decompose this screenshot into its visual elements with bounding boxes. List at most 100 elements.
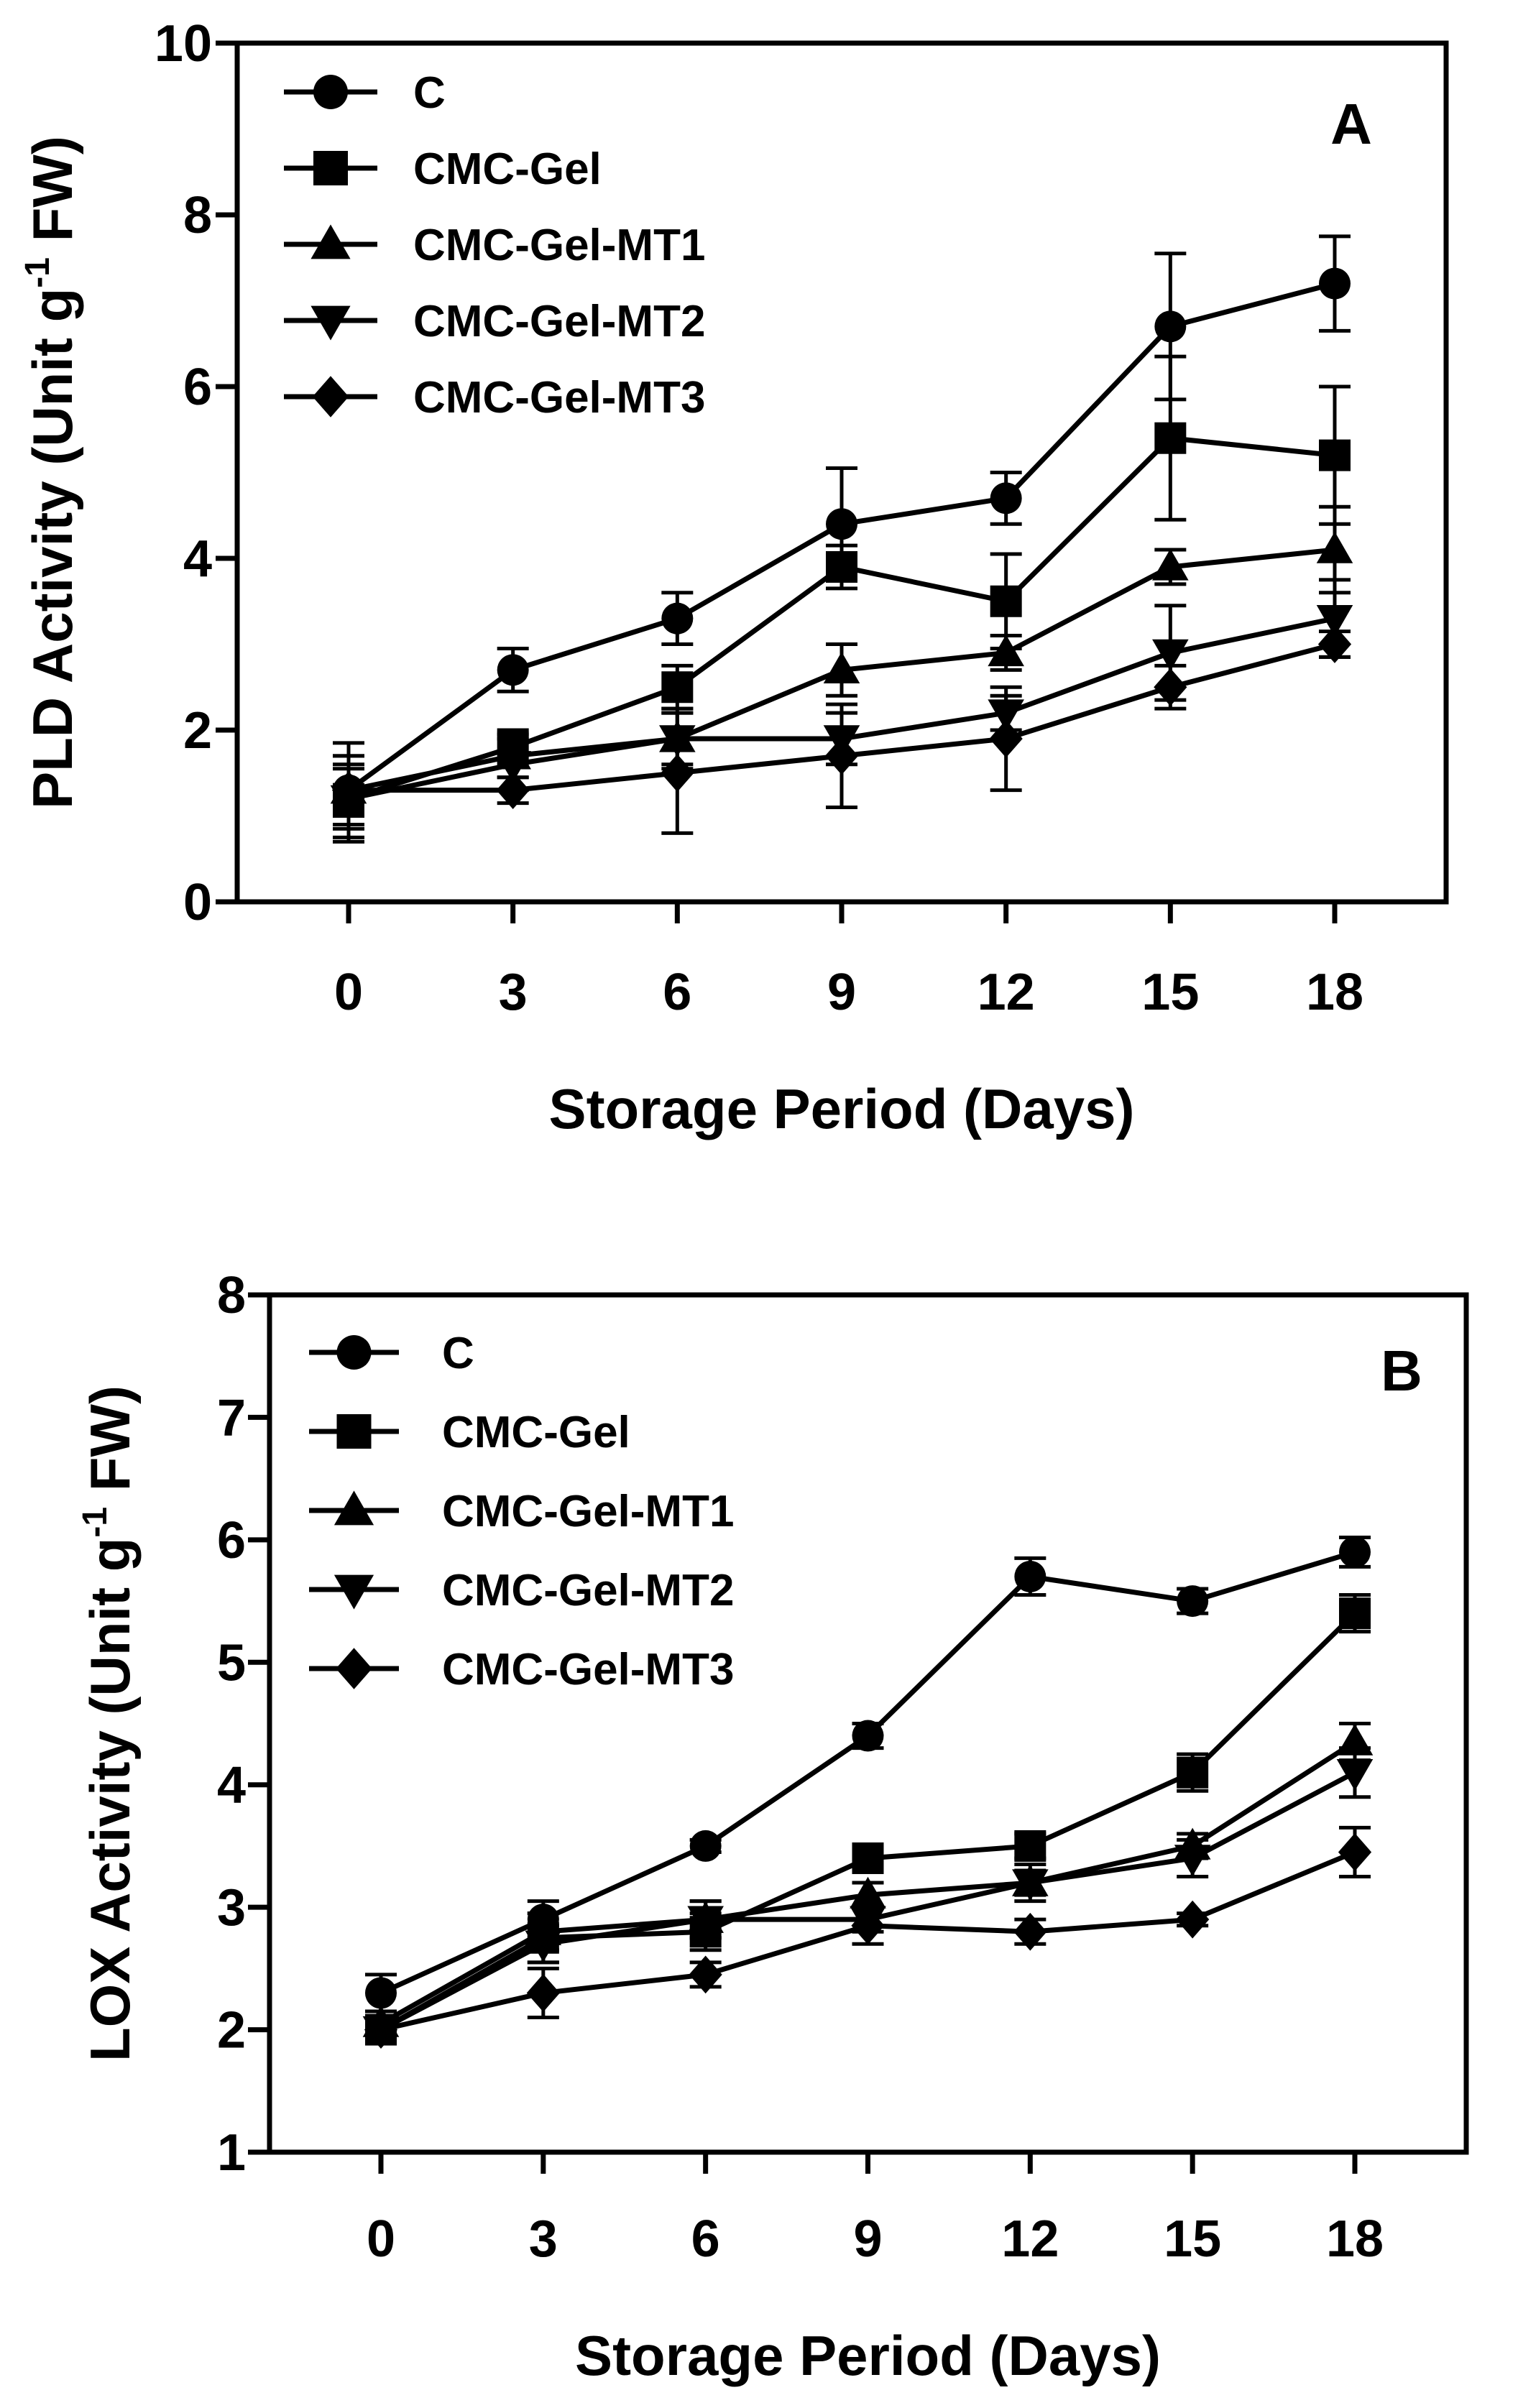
legend-label-cmc-gel-mt1: CMC-Gel-MT1 [413,221,705,270]
series-cmc-gel-mt3 [364,1825,1372,2049]
data-point-cmc-gel-mt3 [1154,668,1187,706]
data-point-cmc-gel [1339,1597,1371,1630]
data-point-c [365,1977,397,2009]
y-tick-label: 0 [183,874,212,931]
data-point-cmc-gel-mt2 [525,1930,562,1962]
x-tick-label: 0 [367,2210,395,2268]
data-point-cmc-gel-mt2 [1152,639,1189,671]
data-point-cmc-gel-mt3 [851,1906,885,1945]
x-tick-label: 3 [499,964,528,1021]
series-cmc-gel-mt3 [331,625,1352,835]
series-cmc-gel-mt1 [362,1722,1374,2038]
data-point-c [852,1720,884,1752]
x-tick-label: 9 [827,964,856,1021]
legend-label-cmc-gel-mt1: CMC-Gel-MT1 [442,1487,734,1536]
data-point-cmc-gel-mt3 [989,719,1023,758]
panel-b-x-axis-title: Storage Period (Days) [575,2324,1161,2387]
x-tick-label: 12 [978,964,1035,1021]
y-tick-label: 2 [217,2002,246,2059]
data-point-cmc-gel-mt3 [1176,1900,1210,1939]
data-point-c [1319,267,1351,300]
legend-marker-cmc-gel-mt2 [310,305,351,341]
x-tick-label: 6 [691,2210,720,2268]
x-tick-label: 12 [1001,2210,1059,2268]
data-point-cmc-gel-mt3 [364,2011,398,2049]
data-point-cmc-gel-mt1 [850,1876,886,1909]
y-tick-label: 4 [183,530,212,588]
data-point-c [1339,1536,1371,1568]
data-point-cmc-gel-mt3 [1338,1833,1372,1871]
y-tick-label: 8 [217,1267,246,1324]
data-point-cmc-gel [1154,422,1187,454]
legend-marker-cmc-gel-mt3 [312,376,349,418]
legend-marker-c [313,75,348,109]
data-point-cmc-gel-mt1 [1316,531,1353,563]
panel-a-chart: 0 3 6 9 12 15 18 0 2 4 6 8 10 Storage Pe… [19,15,1449,1140]
data-point-cmc-gel [1177,1756,1209,1789]
y-tick-label: 6 [217,1512,246,1569]
data-point-cmc-gel-mt3 [661,754,694,793]
data-point-cmc-gel-mt1 [823,652,860,684]
data-point-cmc-gel-mt2 [1012,1869,1049,1901]
panel-b-y-tick-labels: 1 2 3 4 5 6 7 8 [217,1267,246,2182]
data-point-cmc-gel-mt2 [687,1906,724,1938]
data-point-c [1014,1560,1046,1592]
y-tick-label: 7 [217,1389,246,1447]
data-point-cmc-gel-mt3 [331,771,366,810]
legend-label-cmc-gel-mt2: CMC-Gel-MT2 [413,297,705,346]
data-point-cmc-gel-mt2 [1174,1845,1211,1877]
data-point-cmc-gel-mt2 [494,751,531,783]
x-tick-label: 18 [1306,964,1363,1021]
panel-a-y-tick-labels: 0 2 4 6 8 10 [155,15,212,931]
data-point-cmc-gel [826,550,857,583]
legend-marker-cmc-gel [313,151,348,185]
legend-label-cmc-gel-mt3: CMC-Gel-MT3 [413,373,705,423]
y-tick-label: 3 [217,1879,246,1937]
legend-marker-cmc-gel-mt3 [336,1648,372,1689]
data-point-cmc-gel-mt1 [988,635,1024,667]
legend-marker-cmc-gel-mt1 [334,1490,374,1526]
legend-marker-cmc-gel [336,1414,372,1449]
y-tick-label: 5 [217,1634,246,1692]
y-tick-label: 4 [217,1757,246,1814]
panel-b-y-axis-title: LOX Activity (Unit g-1 FW) [76,1385,142,2062]
x-tick-label: 15 [1141,964,1199,1021]
y-tick-label: 10 [155,15,212,73]
data-point-c [689,1830,722,1862]
legend-marker-cmc-gel-mt1 [310,224,351,259]
legend-label-cmc-gel-mt2: CMC-Gel-MT2 [442,1566,734,1615]
panel-a-x-tick-labels: 0 3 6 9 12 15 18 [334,964,1363,1021]
panel-a-y-axis-title: PLD Activity (Unit g-1 FW) [19,136,84,809]
legend-label-c: C [413,68,446,118]
data-point-cmc-gel-mt2 [1316,604,1353,637]
x-tick-label: 0 [334,964,363,1021]
panel-a-legend: C CMC-Gel CMC-Gel-MT1 CMC-Gel-MT2 CMC-Ge… [284,68,705,423]
panel-b-axes [248,1292,1469,2174]
data-point-c [990,482,1022,515]
y-tick-label: 1 [217,2124,246,2182]
panel-b-chart: 0 3 6 9 12 15 18 1 2 3 4 5 6 7 8 Storage… [76,1267,1469,2387]
data-point-cmc-gel-mt1 [1152,548,1189,581]
y-tick-label: 6 [183,359,212,416]
data-point-cmc-gel [852,1842,884,1874]
legend-label-cmc-gel: CMC-Gel [413,144,602,194]
data-point-cmc-gel-mt3 [526,1974,560,2012]
data-point-cmc-gel-mt3 [824,737,859,775]
legend-marker-cmc-gel-mt2 [334,1574,374,1610]
y-tick-label: 2 [183,702,212,760]
data-point-c [497,654,529,686]
legend-label-cmc-gel-mt3: CMC-Gel-MT3 [442,1645,734,1694]
data-point-cmc-gel-mt3 [689,1955,722,1994]
legend-marker-c [336,1335,372,1370]
x-tick-label: 18 [1326,2210,1384,2268]
panel-a-label: A [1330,92,1372,156]
data-point-c [1177,1585,1209,1618]
x-tick-label: 6 [663,964,691,1021]
legend-label-cmc-gel: CMC-Gel [442,1408,630,1457]
data-point-c [1154,310,1187,343]
x-tick-label: 3 [529,2210,558,2268]
legend-label-c: C [442,1329,474,1378]
data-point-c [826,508,857,540]
data-point-cmc-gel [990,585,1022,617]
